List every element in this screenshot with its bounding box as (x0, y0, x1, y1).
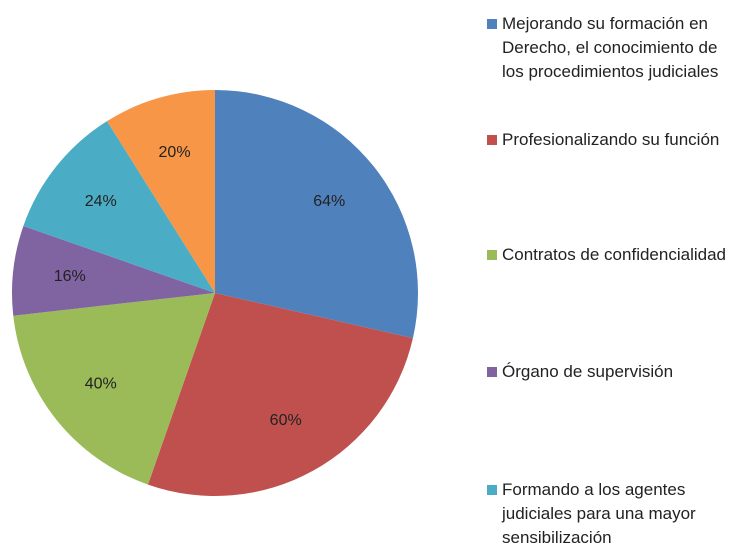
pie-slice (13, 293, 215, 485)
legend-label: Profesionalizando su función (502, 130, 720, 149)
legend-label: Contratos de confidencialidad (502, 245, 726, 264)
legend-swatch (487, 19, 497, 29)
data-label: 40% (85, 375, 117, 392)
legend-entry: Contratos de confidencialidad (487, 243, 737, 267)
legend-entry: Profesionalizando su función (487, 128, 737, 152)
data-label: 24% (85, 193, 117, 210)
legend-entry: Órgano de supervisión (487, 360, 737, 384)
legend-label: Formando a los agentes judiciales para u… (502, 480, 696, 547)
legend-swatch (487, 367, 497, 377)
legend-swatch (487, 250, 497, 260)
legend-entry: Formando a los agentes judiciales para u… (487, 478, 737, 547)
data-label: 16% (54, 268, 86, 285)
legend-label: Órgano de supervisión (502, 362, 674, 381)
pie-slice (106, 90, 215, 293)
data-label: 20% (159, 144, 191, 161)
legend-entry: Mejorando su formación en Derecho, el co… (487, 12, 737, 84)
legend-swatch (487, 485, 497, 495)
pie-slice (12, 225, 216, 316)
legend-label: Mejorando su formación en Derecho, el co… (502, 14, 719, 81)
pie-slice (23, 121, 216, 293)
data-label: 60% (270, 412, 302, 429)
pie-slice (215, 90, 418, 339)
data-label: 64% (313, 193, 345, 210)
pie-slice (147, 293, 413, 496)
legend-swatch (487, 135, 497, 145)
